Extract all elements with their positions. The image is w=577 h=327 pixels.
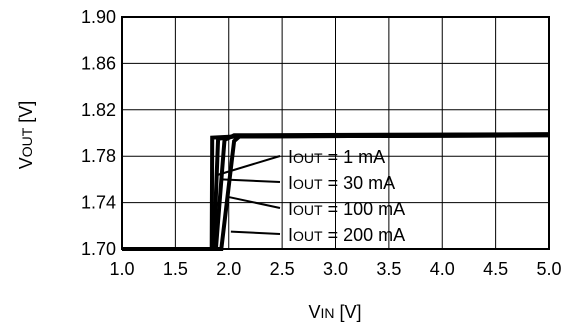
y-tick-label: 1.74 xyxy=(81,193,116,213)
y-axis-label-sub: OUT xyxy=(19,127,35,157)
series-label-main: I xyxy=(288,225,293,245)
y-tick-label: 1.78 xyxy=(81,146,116,166)
x-axis-label: VIN [V] xyxy=(308,302,361,322)
x-tick-label: 3.0 xyxy=(323,259,348,279)
series-label-rest: = 30 mA xyxy=(323,173,396,193)
series-label-rest: = 100 mA xyxy=(323,199,406,219)
series-label-1: IOUT = 1 mA xyxy=(288,147,385,167)
y-tick-label: 1.82 xyxy=(81,100,116,120)
series-label-main: I xyxy=(288,173,293,193)
y-tick-label: 1.90 xyxy=(81,7,116,27)
x-tick-label: 3.5 xyxy=(376,259,401,279)
y-axis-label-main: V xyxy=(16,157,36,169)
series-label-3: IOUT = 100 mA xyxy=(288,199,405,219)
series-label-main: I xyxy=(288,199,293,219)
series-label-sub: OUT xyxy=(293,228,323,244)
x-axis-label-sub: IN xyxy=(321,305,335,321)
series-label-4: IOUT = 200 mA xyxy=(288,225,405,245)
series-label-rest: = 200 mA xyxy=(323,225,406,245)
leader-line-3 xyxy=(227,195,281,209)
y-tick-label: 1.86 xyxy=(81,53,116,73)
series-label-rest: = 1 mA xyxy=(323,147,386,167)
series-label-main: I xyxy=(288,147,293,167)
leader-line-1 xyxy=(217,155,281,176)
x-tick-labels: 1.0 1.5 2.0 2.5 3.0 3.5 4.0 4.5 5.0 xyxy=(109,259,561,279)
y-axis-label: VOUT [V] xyxy=(16,101,36,170)
y-tick-labels: 1.70 1.74 1.78 1.82 1.86 1.90 xyxy=(81,7,116,259)
x-tick-label: 4.5 xyxy=(483,259,508,279)
x-axis-label-unit: [V] xyxy=(335,302,362,322)
x-tick-label: 1.5 xyxy=(163,259,188,279)
plot-frame xyxy=(121,16,550,250)
x-tick-label: 4.0 xyxy=(430,259,455,279)
y-axis-label-unit: [V] xyxy=(16,101,36,128)
x-tick-label: 5.0 xyxy=(536,259,561,279)
series-label-sub: OUT xyxy=(293,176,323,192)
x-axis-label-main: V xyxy=(308,302,320,322)
leader-line-4 xyxy=(230,230,281,235)
x-tick-label: 2.5 xyxy=(270,259,295,279)
x-tick-label: 1.0 xyxy=(109,259,134,279)
series-label-2: IOUT = 30 mA xyxy=(288,173,395,193)
leader-line-2 xyxy=(221,178,281,183)
series-label-sub: OUT xyxy=(293,150,323,166)
y-tick-label: 1.70 xyxy=(81,239,116,259)
x-tick-label: 2.0 xyxy=(216,259,241,279)
series-label-sub: OUT xyxy=(293,202,323,218)
